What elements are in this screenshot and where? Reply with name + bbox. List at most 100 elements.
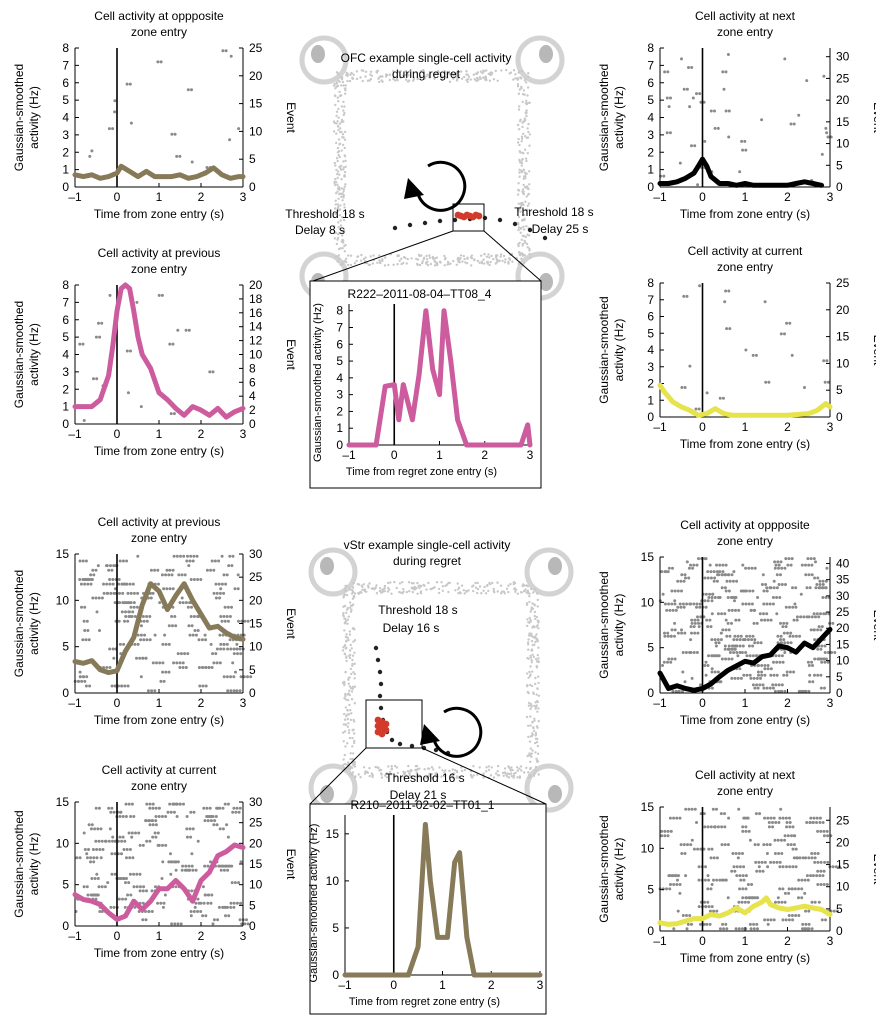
raster-dot [135,656,138,660]
maze-dot [376,261,379,264]
maze-dot [516,769,519,772]
maze-dot [524,157,528,160]
raster-dot [663,829,667,833]
maze-dot [517,228,520,232]
raster-dot [105,591,109,595]
maze-dot [533,614,536,618]
raster-dot [712,909,716,913]
series-line [346,308,533,448]
raster-dot [730,676,734,680]
raster-dot [772,579,776,583]
y-tick-label: 4 [62,111,69,125]
maze-dot [470,254,474,257]
raster-dot [821,874,825,878]
maze-dot [349,601,352,604]
raster-dot [169,412,173,416]
raster-dot [706,664,710,667]
raster-dot [85,856,89,860]
raster-dot [741,148,745,152]
maze-dot [375,70,378,73]
maze-dot [479,70,483,73]
maze-dot [443,70,446,73]
raster-dot [226,605,230,609]
raster-dot [126,893,130,897]
raster-dot [807,856,811,860]
raster-dot [743,589,746,593]
maze-dot [342,166,345,169]
y2-tick-label: 0 [836,686,843,700]
raster-dot [242,675,246,679]
y2-tick-label: 25 [836,71,850,85]
raster-dot [199,910,203,913]
map-title: OFC example single-cell activity [341,51,512,65]
raster-dot [134,831,137,835]
raster-dot [775,860,779,864]
raster-dot [801,927,804,931]
raster-dot [181,666,185,669]
raster-dot [778,865,782,869]
maze-dot [371,262,374,265]
y-tick-label: 0 [647,686,654,700]
maze-dot [522,183,525,187]
raster-dot [666,660,669,664]
raster-dot [705,922,709,926]
raster-dot [147,910,151,913]
raster-dot [156,568,160,572]
maze-dot [455,770,459,774]
maze-dot [519,210,522,213]
maze-dot [340,84,343,87]
raster-dot [710,883,714,886]
maze-dot [533,704,536,708]
maze-dot [348,79,352,83]
maze-dot [344,257,348,260]
raster-dot [100,885,104,889]
maze-dot [348,736,352,740]
maze-dot [410,776,413,779]
reward-zone [524,763,574,813]
maze-dot [483,253,486,256]
raster-dot [183,573,187,577]
maze-dot [458,591,462,594]
raster-dot [786,563,790,567]
maze-dot [351,654,355,657]
maze-dot [426,74,430,77]
raster-dot [773,560,777,564]
annotation: Delay 21 s [390,788,447,802]
raster-dot [820,660,824,664]
raster-dot [174,885,178,889]
raster-dot [681,651,685,654]
maze-dot [528,101,531,105]
raster-dot [109,591,113,595]
raster-dot [748,634,752,638]
maze-dot [352,752,355,755]
y2-tick-label: 18 [249,292,263,306]
maze-dot [339,219,342,222]
maze-dot [488,79,492,82]
raster-dot [75,856,79,860]
raster-dot [823,380,827,384]
raster-dot [696,631,700,635]
raster-dot [777,583,781,586]
maze-dot [337,100,340,103]
maze-dot [432,586,435,590]
trajectory-dot [497,217,503,223]
raster-dot [766,664,770,667]
raster-dot [213,559,217,563]
maze-dot [503,261,507,264]
maze-dot [416,592,419,595]
raster-dot [804,927,808,931]
maze-dot [494,69,497,73]
maze-dot [528,592,531,595]
raster-dot [714,641,718,645]
maze-dot [343,138,347,141]
maze-dot [508,72,511,75]
maze-dot [334,87,337,90]
maze-dot [379,768,382,772]
trajectory-dot [373,645,379,651]
maze-dot [345,633,348,636]
raster-dot [136,591,140,595]
raster-dot [208,806,212,810]
raster-dot [755,676,759,680]
raster-dot [739,634,743,638]
x-tick-label: 3 [240,190,247,204]
